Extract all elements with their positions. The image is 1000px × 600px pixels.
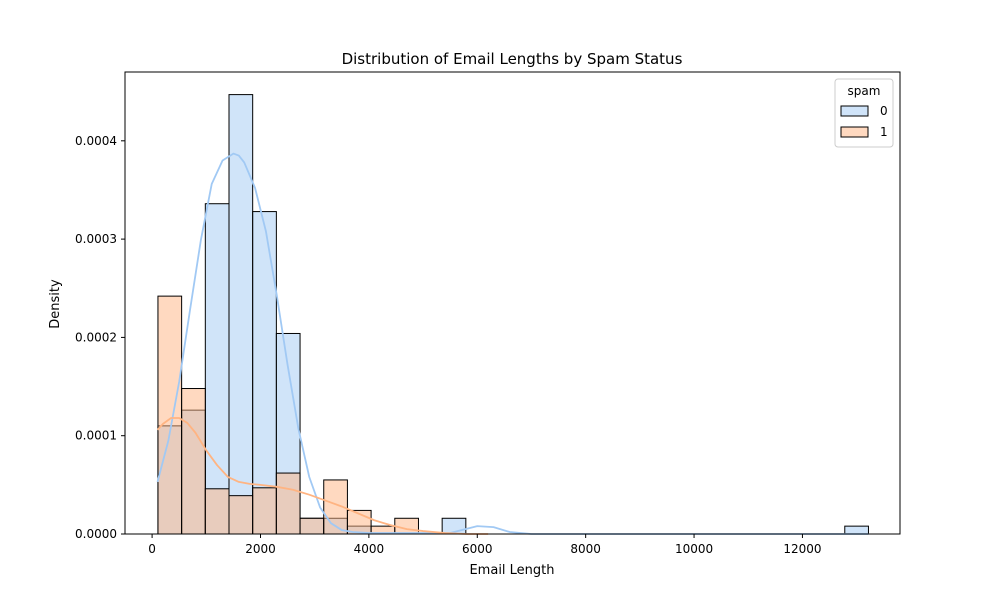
- x-tick-label: 0: [148, 542, 156, 556]
- y-tick-label: 0.0002: [75, 330, 117, 344]
- legend-label-0: 0: [880, 104, 888, 118]
- legend-swatch-0: [840, 105, 869, 117]
- x-tick-label: 2000: [245, 542, 276, 556]
- x-axis-label: Email Length: [469, 563, 554, 578]
- x-tick-label: 4000: [354, 542, 385, 556]
- legend-label-1: 1: [880, 125, 888, 139]
- x-tick-label: 8000: [570, 542, 601, 556]
- histogram-bar-spam-1: [252, 487, 277, 535]
- y-tick-label: 0.0004: [75, 134, 117, 148]
- y-tick-label: 0.0003: [75, 232, 117, 246]
- histogram-bar-spam-0: [844, 525, 869, 535]
- legend-title: spam: [848, 84, 881, 98]
- axes-frame: [124, 71, 901, 535]
- x-tick-label: 6000: [462, 542, 493, 556]
- y-tick-label: 0.0001: [75, 429, 117, 443]
- x-tick-label: 10000: [675, 542, 713, 556]
- chart-title: Distribution of Email Lengths by Spam St…: [342, 50, 683, 68]
- y-tick-label: 0.0000: [75, 527, 117, 541]
- plot-area: 0 2000 4000 6000 8000 10000 12000 0.0000 0.0001 0…: [75, 71, 901, 556]
- histogram-bar-spam-1: [204, 488, 230, 535]
- y-axis-label: Density: [48, 279, 63, 329]
- histogram-bar-spam-0: [228, 94, 254, 535]
- histogram-bar-spam-0: [204, 203, 230, 535]
- histogram-bar-spam-1: [157, 295, 183, 535]
- kde-line-spam-1: [156, 417, 489, 535]
- histogram-bar-spam-1: [299, 517, 325, 535]
- x-tick-label: 12000: [783, 542, 821, 556]
- histogram-bar-spam-1: [228, 495, 254, 535]
- legend-swatch-1: [840, 126, 869, 138]
- histogram-bar-spam-1: [181, 388, 206, 535]
- legend: spam 0 1: [834, 78, 894, 148]
- histogram-bar-spam-1: [275, 472, 301, 535]
- kde-line-spam-0: [156, 152, 869, 535]
